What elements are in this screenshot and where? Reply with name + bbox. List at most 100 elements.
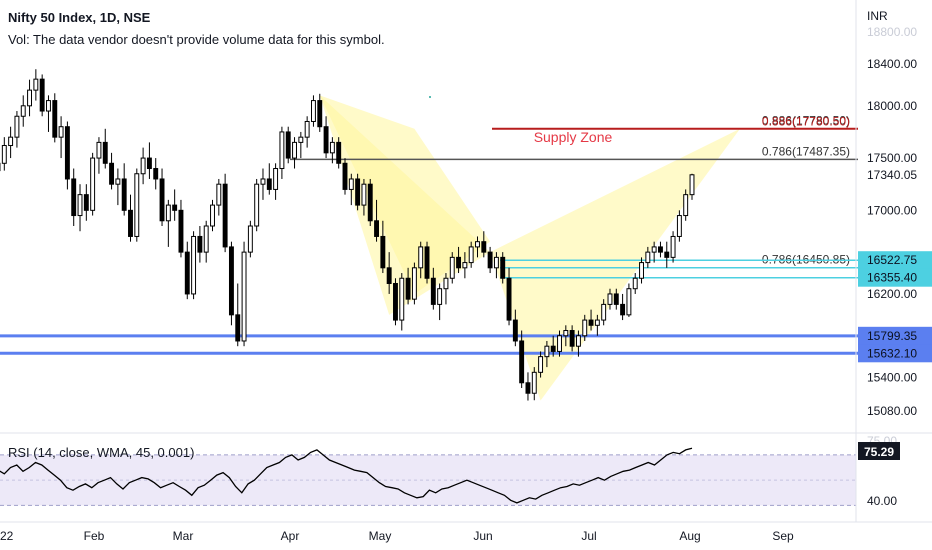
- candle-body: [228, 246, 234, 316]
- candle-body: [304, 120, 310, 138]
- candle-body: [424, 246, 430, 279]
- candle-body: [33, 78, 39, 91]
- level-label: 0.886(17780.50): [762, 114, 850, 128]
- candle-body: [260, 178, 266, 185]
- candle-body: [626, 288, 632, 316]
- rsi-value-label: 75.29: [864, 445, 894, 459]
- candle-body: [46, 100, 51, 112]
- candle-body: [475, 241, 480, 248]
- candle-body: [569, 330, 575, 347]
- time-tick-label: Jul: [581, 529, 596, 543]
- candle-body: [418, 246, 424, 269]
- candle-body: [109, 162, 115, 185]
- time-tick-label: Feb: [84, 529, 105, 543]
- candle-body: [298, 136, 304, 143]
- time-tick-label: May: [369, 529, 392, 543]
- candle-body: [380, 235, 386, 269]
- candle-body: [355, 178, 361, 206]
- candle-body: [115, 178, 121, 185]
- candle-body: [20, 105, 26, 117]
- candle-body: [361, 183, 367, 206]
- candle-body: [594, 319, 600, 326]
- candle-body: [64, 126, 70, 180]
- candle-body: [645, 251, 651, 264]
- candle-body: [651, 246, 657, 253]
- horizontal-levels: 0.886(17780.50)0.786(17487.35)0.786(1645…: [0, 114, 858, 355]
- candle-body: [399, 277, 405, 321]
- time-tick-label: Jun: [473, 529, 492, 543]
- candle-body: [241, 251, 247, 342]
- candle-body: [670, 235, 676, 258]
- candle-body: [374, 220, 380, 237]
- candle-body: [222, 183, 228, 248]
- marker-dot: [429, 96, 431, 98]
- candle-body: [90, 157, 96, 211]
- candle-body: [443, 277, 449, 290]
- candle-body: [8, 136, 14, 147]
- pattern-wing-right: [490, 128, 740, 401]
- candle-body: [52, 100, 58, 138]
- candle-body: [689, 174, 695, 196]
- supply-zone-label: Supply Zone: [534, 129, 613, 145]
- candle-body: [657, 246, 663, 253]
- price-tick-label: 15080.00: [867, 404, 917, 418]
- candle-body: [279, 131, 285, 170]
- candle-body: [563, 330, 569, 337]
- candle-body: [273, 168, 279, 190]
- candle-body: [254, 183, 260, 227]
- candle-body: [557, 335, 562, 352]
- price-badge-label: 15632.10: [867, 346, 917, 360]
- time-tick-label: Apr: [281, 529, 300, 543]
- candle-body: [266, 178, 272, 190]
- price-tick-label: 17000.00: [867, 203, 917, 217]
- candle-body: [481, 241, 487, 253]
- candle-body: [153, 168, 159, 180]
- candle-body: [620, 303, 626, 316]
- candle-body: [96, 141, 102, 159]
- candle-body: [538, 356, 544, 373]
- time-tick-label: Sep: [772, 529, 794, 543]
- candle-body: [632, 277, 638, 290]
- candle-body: [27, 89, 33, 107]
- price-tick-faded: 18800.00: [867, 25, 917, 39]
- rsi-indicator: RSI (14, close, WMA, 45, 0.001)40.0075.0…: [0, 434, 900, 508]
- price-badge-label: 16355.40: [867, 271, 917, 285]
- price-badge-bg: [858, 251, 932, 270]
- candle-body: [71, 178, 77, 217]
- candle-body: [506, 277, 512, 321]
- candle-body: [77, 194, 83, 217]
- candle-body: [683, 194, 689, 217]
- price-badge: 16522.75: [858, 251, 932, 270]
- price-badge-bg: [858, 268, 932, 287]
- volume-note: Vol: The data vendor doesn't provide vol…: [8, 32, 385, 47]
- candle-body: [121, 178, 127, 211]
- candle-body: [456, 256, 462, 269]
- candle-body: [247, 225, 253, 253]
- price-tick-label: 15400.00: [867, 371, 917, 385]
- candle-body: [613, 293, 619, 305]
- candle-body: [582, 319, 588, 337]
- last-price-label: 17340.05: [867, 168, 917, 182]
- candle-body: [601, 303, 607, 321]
- candle-body: [203, 225, 209, 253]
- candle-body: [512, 319, 518, 342]
- candle-body: [500, 256, 506, 279]
- candle-body: [159, 178, 165, 222]
- candlestick-series: [0, 69, 695, 401]
- candle-body: [134, 173, 140, 237]
- candle-body: [531, 371, 537, 394]
- time-tick-label: Aug: [679, 529, 700, 543]
- candle-body: [140, 157, 146, 175]
- rsi-tick-label: 40.00: [867, 494, 897, 508]
- candle-body: [430, 277, 436, 305]
- candle-body: [393, 282, 398, 321]
- price-badge-bg: [858, 344, 932, 363]
- candle-body: [235, 314, 241, 342]
- candle-body: [128, 209, 133, 237]
- candle-body: [178, 209, 184, 253]
- currency-label: INR: [867, 9, 888, 23]
- pattern-wing-left: [319, 95, 491, 315]
- candle-body: [14, 115, 20, 138]
